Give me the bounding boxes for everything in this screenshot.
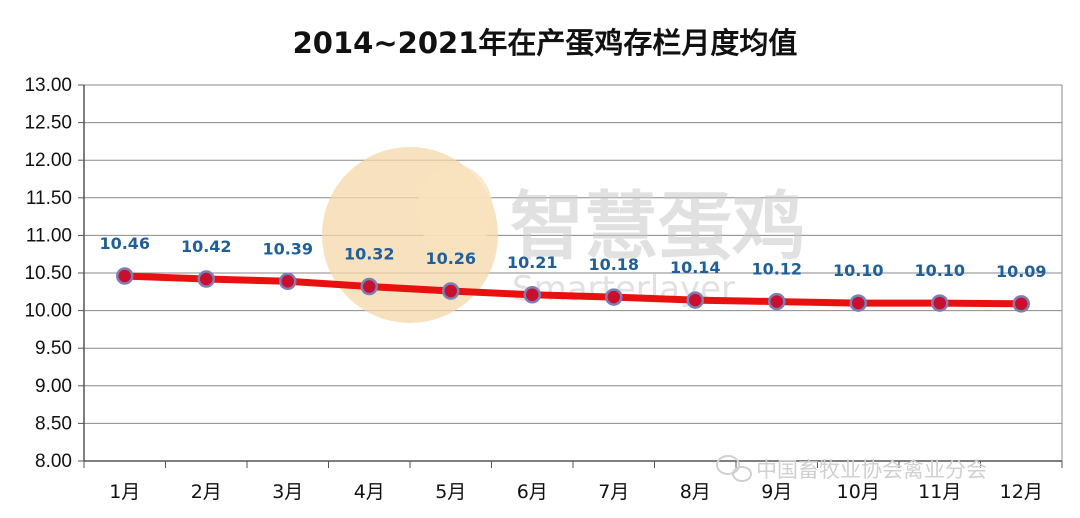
data-point	[1012, 295, 1030, 313]
data-label: 10.12	[751, 260, 802, 279]
series-line	[116, 267, 1030, 313]
data-point	[197, 270, 215, 288]
y-tick-label: 10.00	[24, 301, 72, 322]
x-tick-label: 6月	[517, 481, 548, 503]
x-tick-label: 5月	[435, 481, 466, 503]
data-point	[768, 292, 786, 311]
data-point	[116, 267, 134, 285]
data-point	[360, 277, 378, 296]
data-label: 10.10	[914, 261, 965, 280]
y-tick-label: 9.50	[35, 338, 72, 359]
watermark-chick-icon	[417, 165, 493, 255]
x-tick-label: 8月	[680, 481, 711, 503]
y-tick-label: 11.00	[26, 225, 72, 246]
x-tick-label: 12月	[1000, 481, 1043, 503]
y-tick-label: 8.00	[35, 451, 72, 472]
data-point	[523, 286, 541, 304]
watermark-brand: 智慧蛋鸡	[510, 184, 806, 270]
data-label: 10.32	[344, 245, 395, 264]
data-label: 10.10	[833, 261, 884, 280]
data-labels: 10.46 10.42 10.39 10.32 10.26 10.21 10.18 10.14…	[99, 234, 1046, 281]
y-tick-label: 12.50	[24, 113, 72, 134]
y-tick-label: 9.00	[35, 376, 72, 397]
x-tick-label: 4月	[354, 481, 385, 503]
data-point	[605, 288, 623, 306]
wechat-icon	[716, 455, 752, 482]
axes: 13.00 12.50 12.00 11.50 11.00 10.50 10.00 9.50 9…	[24, 75, 1063, 503]
y-tick-label: 10.50	[24, 263, 72, 284]
series-polyline	[121, 272, 1025, 308]
y-tick-label: 11.50	[26, 188, 72, 209]
data-point	[849, 294, 867, 312]
data-label: 10.46	[99, 234, 150, 253]
x-tick-label: 2月	[191, 481, 222, 503]
x-tick-label: 7月	[598, 481, 629, 503]
x-tick-label: 11月	[918, 481, 961, 503]
chart-title: 2014~2021年在产蛋鸡存栏月度均值	[293, 26, 798, 60]
data-label: 10.26	[425, 249, 476, 268]
source-text: 中国畜牧业协会禽业分会	[756, 458, 987, 482]
data-label: 10.21	[507, 253, 558, 272]
y-tick-label: 8.50	[35, 413, 72, 434]
y-tick-label: 12.00	[24, 150, 72, 171]
data-label: 10.09	[996, 262, 1047, 281]
data-label: 10.42	[181, 237, 232, 256]
x-tick-label: 3月	[272, 481, 303, 503]
x-tick-label: 10月	[837, 481, 880, 503]
data-point	[279, 272, 297, 291]
data-label: 10.14	[670, 258, 721, 277]
data-point	[442, 282, 460, 300]
data-point	[686, 291, 704, 309]
data-point	[931, 294, 949, 312]
data-label: 10.18	[588, 255, 639, 274]
source-watermark: 中国畜牧业协会禽业分会	[716, 455, 987, 482]
x-tick-label: 1月	[109, 481, 140, 503]
data-label: 10.39	[262, 239, 313, 258]
x-tick-label: 9月	[761, 481, 792, 503]
y-tick-label: 13.00	[24, 75, 72, 96]
